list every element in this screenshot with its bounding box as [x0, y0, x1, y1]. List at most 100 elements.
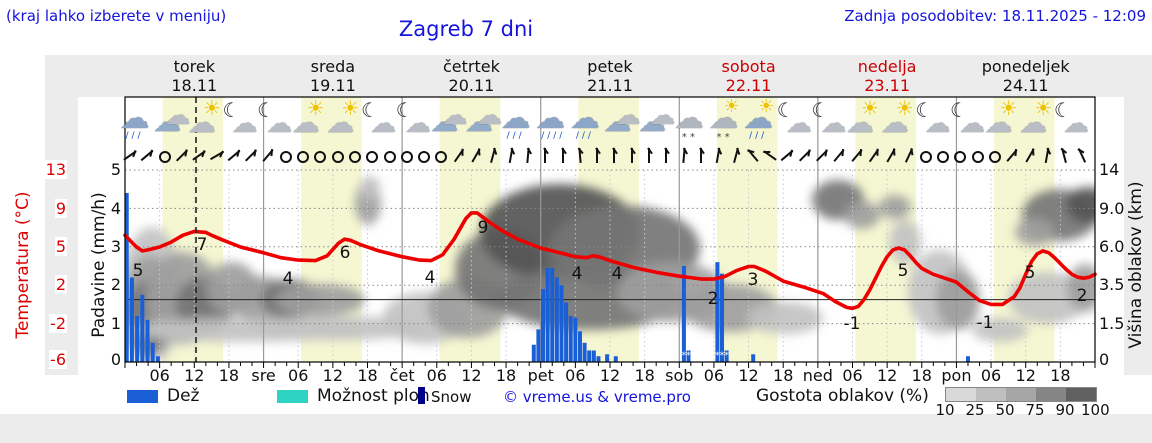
time-axis-hour-06: 06 [980, 366, 1002, 385]
svg-text:*: * [686, 351, 691, 361]
svg-text:-1: -1 [844, 314, 861, 334]
showers-legend-label: Možnost ploh [313, 386, 434, 406]
wind-barb-icon [140, 149, 154, 162]
rain-icon: ☁ / / / [500, 101, 531, 141]
time-axis-hour-12: 12 [184, 366, 205, 385]
rain-sun-icon: ☀ ☁ / / / [743, 96, 775, 141]
wind-calm-icon [383, 151, 396, 163]
bottom-band [0, 414, 1152, 443]
wind-barb-icon [699, 147, 705, 163]
svg-text:*: * [682, 351, 687, 361]
svg-text:5: 5 [133, 261, 144, 281]
day-header-torek: torek 18.11 [171, 57, 218, 95]
svg-text:*: * [724, 351, 729, 361]
wind-barb-icon [543, 147, 550, 163]
wind-barb-icon [227, 149, 241, 162]
time-axis-hour-18: 18 [911, 366, 932, 385]
tick-label: 14 [1099, 160, 1120, 180]
svg-text:7: 7 [197, 235, 208, 255]
time-axis-hour-18: 18 [357, 366, 378, 385]
copyright-link[interactable]: © vreme.us & vreme.pro [500, 388, 694, 406]
time-axis-hour-12: 12 [322, 366, 344, 385]
density-scale-segment [1036, 388, 1066, 401]
svg-text:*: * [720, 351, 725, 361]
tick-label: 9 [54, 198, 67, 218]
wind-barb-icon [833, 149, 845, 162]
wind-calm-icon [937, 151, 950, 163]
density-scale-label: 75 [1025, 401, 1045, 419]
time-axis-hour-06: 06 [842, 366, 863, 385]
wind-barb-icon [781, 149, 794, 162]
wind-barb-icon [471, 148, 481, 163]
tick-label: 1.5 [1099, 313, 1125, 333]
svg-text:*: * [715, 351, 720, 361]
location-menu-hint: (kraj lahko izberete v meniju) [6, 7, 227, 25]
wind-calm-icon [418, 151, 431, 163]
snow-sun-icon: ☀ ☁ * * [708, 96, 740, 143]
density-scale-label: 10 [935, 401, 955, 419]
density-scale-label: 25 [965, 401, 985, 419]
svg-text:6: 6 [340, 243, 351, 263]
wind-barb-icon [1044, 147, 1052, 164]
cloudy-icon: ☁ ☁ [153, 101, 191, 138]
tick-label: 5 [110, 160, 121, 180]
wind-calm-icon [435, 151, 448, 163]
tick-label: 3.5 [1099, 275, 1125, 295]
svg-text:4: 4 [572, 264, 583, 284]
cloudy-icon: ☁ ☁ [603, 101, 641, 138]
right-band [1124, 97, 1152, 375]
day-header-ponedeljek: ponedeljek 24.11 [981, 57, 1070, 95]
wind-barb-icon [746, 149, 759, 162]
wind-barb-icon [868, 148, 880, 163]
last-update: Zadnja posodobitev: 18.11.2025 - 12:09 [844, 7, 1146, 25]
tick-label: 2 [54, 275, 67, 295]
wind-calm-icon [366, 151, 379, 163]
day-header-petek: petek 21.11 [587, 57, 633, 95]
wind-barb-icon [715, 147, 723, 164]
tick-label: 0 [110, 350, 121, 369]
wind-barb-icon [664, 147, 671, 163]
precip-axis-title: Padavine (mm/h) [89, 192, 109, 338]
wind-barb-icon [886, 148, 896, 163]
wind-barb-icon [175, 149, 188, 162]
wind-barb-icon [245, 149, 258, 162]
cloud-density-legend-label: Gostota oblakov (%) [752, 386, 933, 406]
wind-barb-icon [209, 150, 224, 161]
day-header-četrtek: četrtek 20.11 [442, 57, 500, 95]
wind-barb-icon [262, 149, 274, 162]
showers-legend-swatch [277, 390, 308, 403]
wind-barb-icon [1076, 148, 1086, 163]
density-scale-segment [1006, 388, 1036, 401]
tick-label: 5 [54, 237, 67, 256]
rain-icon: ☁ / / / [119, 101, 150, 141]
wind-barb-icon [904, 148, 913, 163]
sun-cloud-icon: ☀ ☁ [291, 96, 325, 139]
wind-calm-icon [314, 151, 327, 163]
tick-label: 6.0 [1099, 237, 1125, 256]
svg-text:3: 3 [748, 270, 759, 290]
wind-barb-icon [815, 149, 829, 162]
svg-text:9: 9 [478, 218, 489, 238]
tick-label: -6 [49, 350, 67, 369]
svg-text:-1: -1 [977, 313, 994, 333]
cloudy-icon: ☁ ☁ [430, 101, 468, 138]
wind-barb-icon [526, 147, 532, 164]
wind-calm-icon [989, 151, 1001, 163]
svg-text:5: 5 [1025, 263, 1036, 283]
moon-cloud-icon: ☾ ☁ [949, 98, 985, 139]
sun-cloud-icon: ☀ ☁ [187, 96, 221, 139]
time-axis-day-pon: pon [941, 366, 972, 385]
wind-barb-icon [763, 150, 777, 161]
wind-barb-icon [1006, 149, 1018, 162]
time-axis-hour-12: 12 [599, 366, 621, 385]
svg-text:2: 2 [708, 289, 719, 309]
wind-barb-icon [192, 150, 206, 161]
day-header-sobota: sobota 22.11 [721, 57, 776, 95]
sun-cloud-icon: ☀ ☁ [846, 96, 879, 139]
cloudy-icon: ☁ ☁ [464, 101, 502, 138]
svg-text:5: 5 [898, 261, 909, 281]
time-axis-day-sre: sre [251, 366, 276, 385]
svg-text:4: 4 [612, 264, 623, 284]
wind-calm-icon [158, 151, 171, 163]
